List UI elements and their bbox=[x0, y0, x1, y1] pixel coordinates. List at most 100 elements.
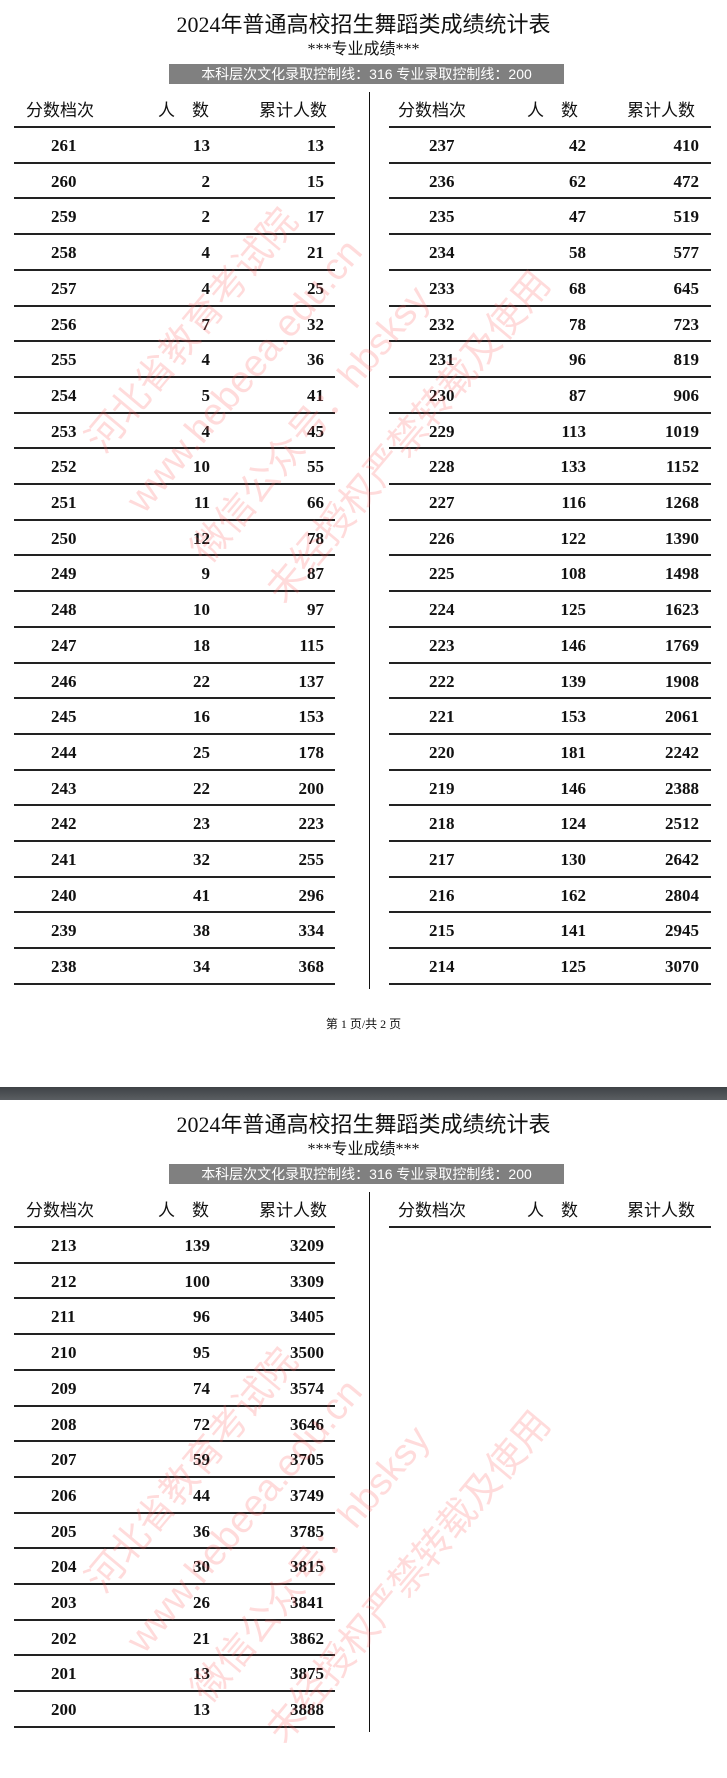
score-cell: 209 bbox=[51, 1378, 77, 1398]
row-line bbox=[14, 661, 335, 664]
count-cell: 10 bbox=[193, 600, 210, 620]
header-count: 人 数 bbox=[158, 1201, 209, 1220]
cumulative-cell: 1268 bbox=[665, 493, 699, 512]
cumulative-cell: 178 bbox=[298, 742, 325, 762]
page-2: 2024年普通高校招生舞蹈类成绩统计表 ***专业成绩*** 本科层次文化录取控制线… bbox=[0, 1100, 727, 1778]
cumulative-cell: 1623 bbox=[665, 600, 699, 620]
score-cell: 261 bbox=[51, 136, 77, 155]
cumulative-cell: 2945 bbox=[665, 921, 699, 941]
count-cell: 87 bbox=[569, 385, 586, 405]
row-line bbox=[14, 768, 335, 771]
score-cell: 213 bbox=[51, 1236, 77, 1255]
count-cell: 96 bbox=[193, 1307, 210, 1327]
cumulative-cell: 1152 bbox=[665, 457, 699, 477]
score-cell: 240 bbox=[51, 885, 77, 905]
cumulative-cell: 137 bbox=[298, 671, 325, 691]
score-cell: 216 bbox=[429, 885, 455, 905]
score-cell: 230 bbox=[429, 385, 455, 405]
cumulative-cell: 3209 bbox=[290, 1236, 324, 1255]
header-underline bbox=[389, 126, 711, 128]
score-cell: 212 bbox=[51, 1271, 77, 1291]
count-cell: 181 bbox=[560, 742, 587, 762]
score-cell: 237 bbox=[429, 136, 455, 155]
score-cell: 218 bbox=[429, 814, 455, 834]
cumulative-cell: 223 bbox=[298, 814, 325, 834]
count-cell: 113 bbox=[561, 421, 586, 441]
row-line bbox=[14, 804, 335, 807]
cumulative-cell: 296 bbox=[298, 885, 325, 905]
count-cell: 47 bbox=[569, 207, 586, 227]
count-cell: 18 bbox=[193, 635, 210, 655]
header-score: 分数档次 bbox=[26, 101, 94, 120]
cumulative-cell: 41 bbox=[307, 385, 324, 405]
score-cell: 206 bbox=[51, 1485, 77, 1505]
count-cell: 25 bbox=[193, 742, 210, 762]
score-cell: 260 bbox=[51, 171, 77, 191]
count-cell: 42 bbox=[569, 136, 586, 155]
row-line bbox=[14, 518, 335, 521]
row-line bbox=[14, 1368, 335, 1371]
cumulative-cell: 368 bbox=[298, 957, 325, 977]
header-count: 人 数 bbox=[158, 101, 209, 120]
row-line bbox=[14, 1654, 335, 1657]
count-cell: 78 bbox=[569, 314, 586, 334]
cumulative-cell: 45 bbox=[307, 421, 324, 441]
count-cell: 4 bbox=[201, 421, 211, 441]
score-cell: 249 bbox=[51, 564, 77, 584]
score-cell: 204 bbox=[51, 1557, 77, 1577]
count-cell: 125 bbox=[560, 957, 587, 977]
cumulative-cell: 153 bbox=[298, 707, 325, 727]
count-cell: 2 bbox=[201, 171, 211, 191]
row-line bbox=[14, 1583, 335, 1585]
count-cell: 12 bbox=[193, 528, 210, 548]
cumulative-cell: 1390 bbox=[665, 528, 699, 548]
count-cell: 22 bbox=[193, 778, 210, 798]
cumulative-cell: 21 bbox=[307, 243, 324, 263]
score-cell: 219 bbox=[429, 778, 455, 798]
cumulative-cell: 3646 bbox=[290, 1414, 324, 1434]
score-cell: 238 bbox=[51, 957, 77, 977]
cumulative-cell: 66 bbox=[307, 493, 324, 512]
row-line bbox=[389, 233, 711, 236]
count-cell: 133 bbox=[560, 457, 587, 477]
score-cell: 226 bbox=[429, 528, 455, 548]
cumulative-cell: 115 bbox=[299, 635, 324, 655]
page-1: 2024年普通高校招生舞蹈类成绩统计表 ***专业成绩*** 本科层次文化录取控制线… bbox=[14, 12, 711, 989]
row-line bbox=[14, 1725, 335, 1728]
cumulative-cell: 519 bbox=[673, 207, 700, 227]
score-cell: 215 bbox=[429, 921, 455, 941]
count-cell: 7 bbox=[201, 314, 211, 334]
cumulative-cell: 3862 bbox=[290, 1628, 324, 1648]
score-cell: 211 bbox=[51, 1307, 76, 1327]
row-line bbox=[14, 625, 335, 628]
count-cell: 13 bbox=[193, 136, 210, 155]
count-cell: 72 bbox=[193, 1414, 210, 1434]
cumulative-cell: 3785 bbox=[290, 1521, 324, 1541]
cumulative-cell: 78 bbox=[307, 528, 324, 548]
row-line bbox=[389, 554, 711, 557]
row-line bbox=[14, 233, 335, 236]
row-line bbox=[14, 483, 335, 485]
score-cell: 228 bbox=[429, 457, 455, 477]
row-line bbox=[14, 1261, 335, 1264]
row-line bbox=[14, 1547, 335, 1550]
score-cell: 242 bbox=[51, 814, 77, 834]
row-line bbox=[14, 375, 335, 378]
count-cell: 116 bbox=[561, 493, 586, 512]
row-line bbox=[389, 661, 711, 664]
row-line bbox=[14, 1440, 335, 1443]
score-cell: 250 bbox=[51, 528, 77, 548]
cumulative-cell: 645 bbox=[673, 278, 700, 298]
cumulative-cell: 3875 bbox=[290, 1664, 324, 1684]
count-cell: 130 bbox=[560, 850, 587, 869]
count-cell: 44 bbox=[193, 1485, 210, 1505]
cumulative-cell: 3574 bbox=[290, 1378, 324, 1398]
control-line-banner: 本科层次文化录取控制线：316 专业录取控制线：200 bbox=[169, 1164, 564, 1184]
count-cell: 41 bbox=[193, 885, 210, 905]
score-cell: 245 bbox=[51, 707, 77, 727]
row-line bbox=[389, 875, 711, 878]
count-cell: 9 bbox=[201, 564, 211, 584]
cumulative-cell: 3841 bbox=[290, 1593, 324, 1612]
document-subtitle: ***专业成绩*** bbox=[307, 1141, 420, 1158]
cumulative-cell: 3309 bbox=[290, 1271, 324, 1291]
